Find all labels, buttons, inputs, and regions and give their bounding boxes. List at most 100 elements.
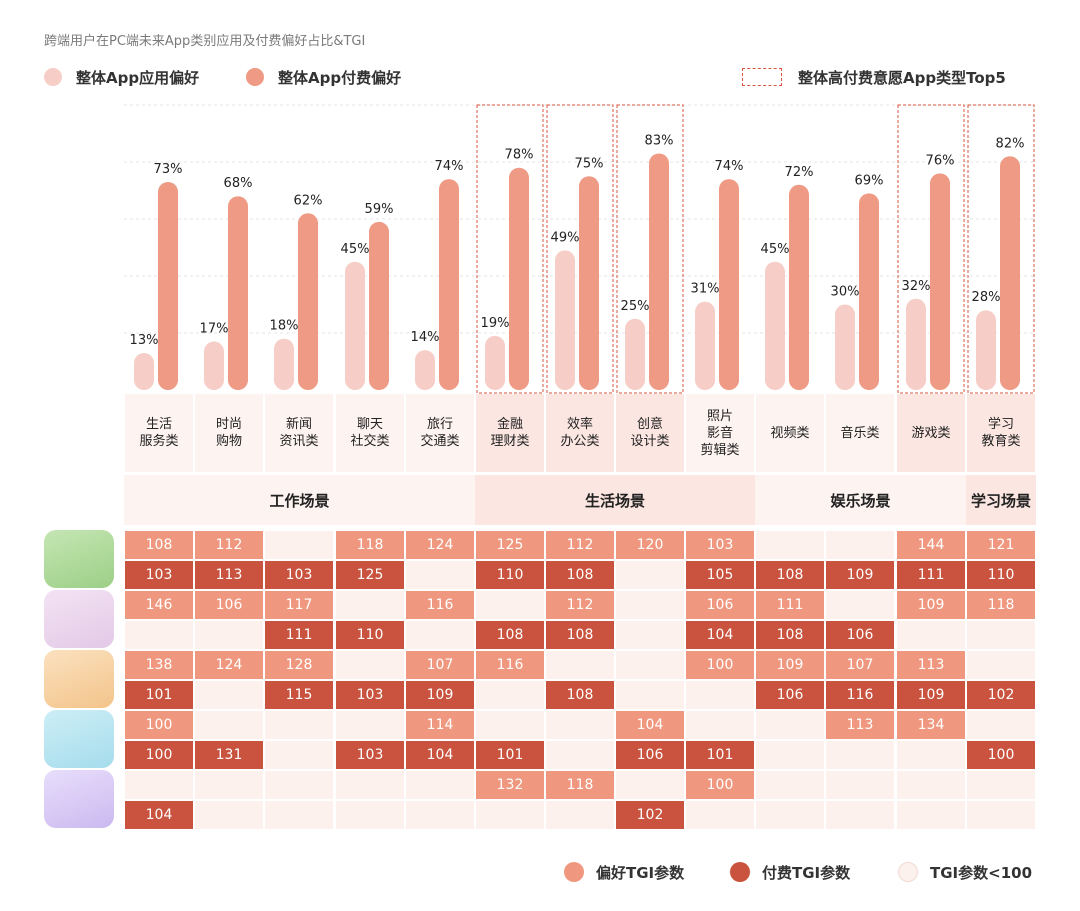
scene-label-0: 工作场景 bbox=[269, 491, 330, 510]
tgi-cell-pay-2-9: 106 bbox=[756, 681, 824, 709]
tgi-cell-pref-0-8: 103 bbox=[686, 531, 754, 559]
pay-bar-6 bbox=[579, 176, 599, 390]
pay-label-0: 73% bbox=[154, 162, 183, 177]
legend-low-tgi: TGI参数<100 bbox=[898, 860, 1032, 884]
tgi-cell-pay-3-4: 104 bbox=[406, 741, 474, 769]
tgi-cell-pref-1-4: 116 bbox=[406, 591, 474, 619]
category-label-8: 照片 影音 剪辑类 bbox=[686, 394, 754, 472]
tgi-cell-pref-2-11: 113 bbox=[897, 651, 965, 679]
pref-label-12: 28% bbox=[972, 290, 1001, 305]
tgi-cell-pref-2-4: 107 bbox=[406, 651, 474, 679]
tgi-cell-pref-1-7 bbox=[616, 591, 684, 619]
tgi-cell-pay-2-4: 109 bbox=[406, 681, 474, 709]
tgi-cell-pay-1-4 bbox=[406, 621, 474, 649]
pay-bar-5 bbox=[509, 167, 529, 390]
pref-label-2: 18% bbox=[270, 319, 299, 334]
tgi-cell-pay-3-5: 101 bbox=[476, 741, 544, 769]
tgi-cell-pay-2-10: 116 bbox=[826, 681, 894, 709]
legend-top5: 整体高付费意愿App类型Top5 bbox=[742, 66, 1006, 88]
pref-bar-12 bbox=[976, 310, 996, 390]
tgi-cell-pref-3-5 bbox=[476, 711, 544, 739]
tgi-cell-pay-4-12 bbox=[967, 801, 1035, 829]
tgi-cell-pay-0-4 bbox=[406, 561, 474, 589]
tgi-cell-pay-4-1 bbox=[195, 801, 263, 829]
tgi-cell-pay-0-9: 108 bbox=[756, 561, 824, 589]
tgi-cell-pref-4-4 bbox=[406, 771, 474, 799]
tgi-cell-pay-1-5: 108 bbox=[476, 621, 544, 649]
pref-label-11: 32% bbox=[902, 279, 931, 294]
pay-bar-4 bbox=[439, 179, 459, 390]
tgi-cell-pref-2-8: 100 bbox=[686, 651, 754, 679]
tgi-cell-pay-1-10: 106 bbox=[826, 621, 894, 649]
tgi-cell-pref-3-7: 104 bbox=[616, 711, 684, 739]
tgi-cell-pay-2-7 bbox=[616, 681, 684, 709]
pay-label-6: 75% bbox=[575, 156, 604, 171]
tgi-cell-pay-4-5 bbox=[476, 801, 544, 829]
tgi-cell-pay-0-11: 111 bbox=[897, 561, 965, 589]
tgi-cell-pay-4-3 bbox=[336, 801, 404, 829]
tgi-cell-pref-3-10: 113 bbox=[826, 711, 894, 739]
pref-label-9: 45% bbox=[761, 242, 790, 257]
legend-pay-tgi: 付费TGI参数 bbox=[730, 860, 850, 884]
tgi-cell-pay-1-7 bbox=[616, 621, 684, 649]
tgi-cell-pref-4-11 bbox=[897, 771, 965, 799]
tgi-cell-pref-0-3: 118 bbox=[336, 531, 404, 559]
legend-preference: 整体App应用偏好 bbox=[44, 66, 199, 88]
top5-highlight-5 bbox=[476, 104, 544, 394]
tgi-cell-pay-2-11: 109 bbox=[897, 681, 965, 709]
tgi-cell-pref-0-4: 124 bbox=[406, 531, 474, 559]
pay-label-9: 72% bbox=[785, 165, 814, 180]
tgi-cell-pay-1-0 bbox=[125, 621, 193, 649]
pref-bar-0 bbox=[134, 352, 154, 390]
tgi-cell-pref-1-11: 109 bbox=[897, 591, 965, 619]
tgi-cell-pref-1-12: 118 bbox=[967, 591, 1035, 619]
pref-label-6: 49% bbox=[551, 230, 580, 245]
tgi-cell-pref-2-6 bbox=[546, 651, 614, 679]
pref-label-4: 14% bbox=[411, 330, 440, 345]
tgi-cell-pref-0-9 bbox=[756, 531, 824, 559]
pay-bar-2 bbox=[298, 213, 318, 390]
tgi-cell-pay-3-2 bbox=[265, 741, 333, 769]
legend-pay-tgi-dot bbox=[730, 862, 750, 882]
pay-bar-11 bbox=[930, 173, 950, 390]
tgi-cell-pref-3-9 bbox=[756, 711, 824, 739]
tgi-cell-pay-0-0: 103 bbox=[125, 561, 193, 589]
tgi-cell-pref-4-9 bbox=[756, 771, 824, 799]
tgi-cell-pay-4-7: 102 bbox=[616, 801, 684, 829]
pref-bar-10 bbox=[835, 304, 855, 390]
tgi-cell-pay-0-10: 109 bbox=[826, 561, 894, 589]
tgi-cell-pay-0-8: 105 bbox=[686, 561, 754, 589]
scene-bg-2 bbox=[685, 475, 755, 525]
tgi-cell-pref-4-10 bbox=[826, 771, 894, 799]
top5-highlight-12 bbox=[967, 104, 1035, 394]
pay-bar-12 bbox=[1000, 156, 1020, 390]
pay-bar-9 bbox=[789, 184, 809, 390]
pref-bar-9 bbox=[765, 261, 785, 390]
tgi-cell-pref-2-2: 128 bbox=[265, 651, 333, 679]
tgi-cell-pref-0-10 bbox=[826, 531, 894, 559]
scene-bg-3 bbox=[755, 475, 966, 525]
category-label-5: 金融 理财类 bbox=[476, 394, 544, 472]
tgi-cell-pref-0-12: 121 bbox=[967, 531, 1035, 559]
tgi-cell-pref-1-2: 117 bbox=[265, 591, 333, 619]
pref-bar-4 bbox=[415, 350, 435, 390]
tgi-cell-pay-3-0: 100 bbox=[125, 741, 193, 769]
tgi-cell-pref-4-6: 118 bbox=[546, 771, 614, 799]
tgi-cell-pay-3-11 bbox=[897, 741, 965, 769]
category-label-6: 效率 办公类 bbox=[546, 394, 614, 472]
persona-avatar-2 bbox=[44, 590, 114, 648]
tgi-cell-pref-3-12 bbox=[967, 711, 1035, 739]
tgi-cell-pref-0-6: 112 bbox=[546, 531, 614, 559]
tgi-cell-pref-3-8 bbox=[686, 711, 754, 739]
category-label-9: 视频类 bbox=[756, 394, 824, 472]
tgi-cell-pay-1-6: 108 bbox=[546, 621, 614, 649]
tgi-cell-pay-1-9: 108 bbox=[756, 621, 824, 649]
legend-preference-label: 整体App应用偏好 bbox=[76, 68, 200, 87]
category-label-2: 新闻 资讯类 bbox=[265, 394, 333, 472]
tgi-cell-pay-0-7 bbox=[616, 561, 684, 589]
tgi-cell-pref-1-8: 106 bbox=[686, 591, 754, 619]
legend-pay-tgi-label: 付费TGI参数 bbox=[762, 863, 851, 882]
category-label-10: 音乐类 bbox=[826, 394, 894, 472]
persona-avatar-4 bbox=[44, 710, 114, 768]
tgi-cell-pay-0-2: 103 bbox=[265, 561, 333, 589]
